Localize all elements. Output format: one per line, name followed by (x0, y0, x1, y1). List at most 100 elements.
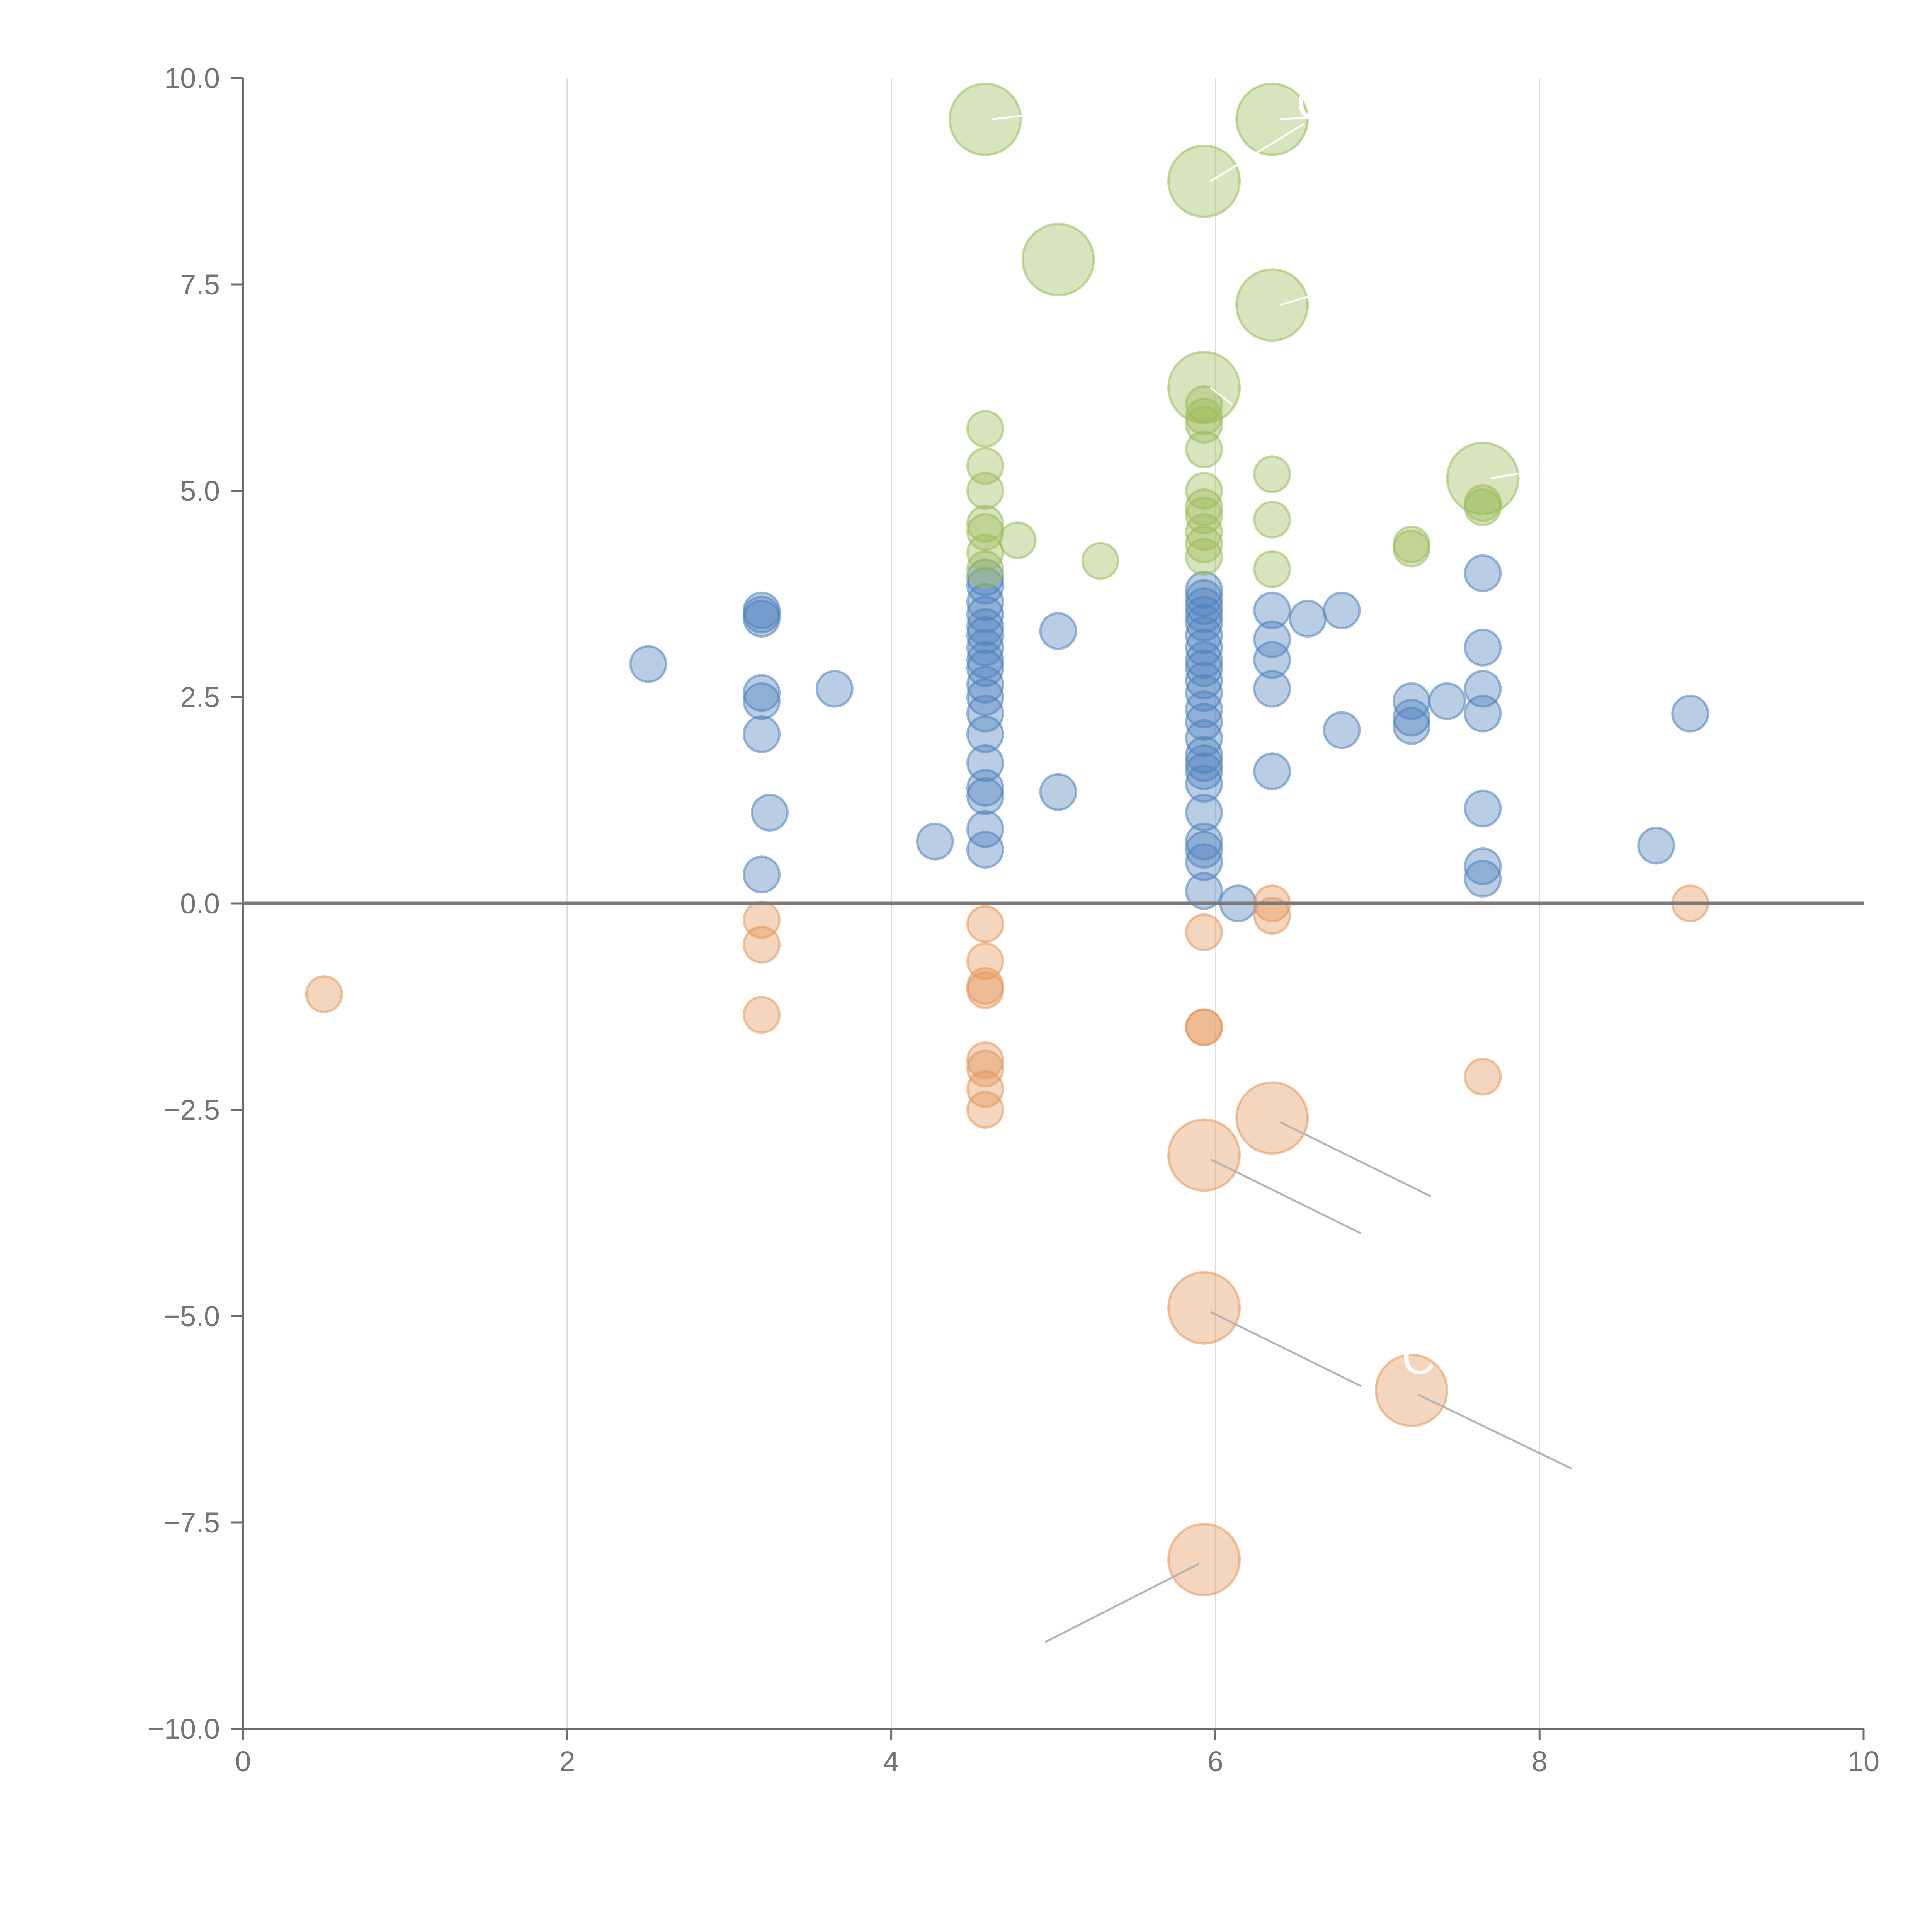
data-point-blue (1464, 628, 1502, 667)
data-point-orange (1464, 1058, 1502, 1096)
data-point-blue (966, 810, 1004, 848)
data-point-blue (1185, 843, 1223, 881)
data-point-blue (1323, 711, 1361, 749)
data-point-blue (1464, 554, 1502, 592)
leader-line (1210, 122, 1305, 182)
data-point-blue (1464, 789, 1502, 828)
data-point-green (966, 550, 1004, 588)
data-point-blue (1039, 773, 1077, 811)
data-point-green (1253, 550, 1291, 588)
data-point-orange (1235, 1081, 1309, 1155)
data-point-blue (1185, 595, 1223, 634)
y-tick-label: 2.5 (180, 681, 220, 713)
data-point-green (966, 410, 1004, 448)
data-point-blue (1253, 620, 1291, 658)
data-point-blue (1039, 612, 1077, 650)
data-point-blue (1671, 694, 1709, 733)
data-point-green (998, 521, 1037, 560)
data-point-blue (966, 777, 1004, 815)
x-tick-label: 8 (1532, 1745, 1548, 1777)
data-point-green (1081, 542, 1119, 580)
data-point-blue (1185, 628, 1223, 667)
data-point-green (966, 472, 1004, 510)
data-point-blue (966, 595, 1004, 634)
data-point-blue (1185, 822, 1223, 861)
data-point-blue (1185, 674, 1223, 712)
data-point-blue (1464, 847, 1502, 885)
data-point-blue (966, 608, 1004, 646)
data-point-blue (743, 674, 781, 712)
data-point-blue (1185, 662, 1223, 700)
leader-line (1280, 1121, 1432, 1197)
data-point-blue (743, 855, 781, 894)
data-point-orange (743, 996, 781, 1034)
data-point-green (1185, 397, 1223, 435)
x-tick-label: 0 (235, 1745, 251, 1777)
leader-line (1044, 1563, 1200, 1643)
x-tick-label: 6 (1208, 1745, 1223, 1777)
data-point-blue (1428, 682, 1466, 720)
y-tick-label: 0.0 (180, 888, 220, 920)
data-point-blue (1185, 831, 1223, 869)
data-point-green (1235, 82, 1309, 156)
data-point-orange (1253, 897, 1291, 935)
data-point-orange (1374, 1354, 1448, 1427)
data-point-blue (966, 649, 1004, 687)
data-point-blue (966, 831, 1004, 869)
data-point-orange (1167, 1271, 1241, 1345)
axes: 0 2 4 6 8 10 −10.0 −7.5 −5.0 −2.5 0.0 2.5 5.0 7.5 10.0 (148, 62, 1879, 1777)
data-point-blue (1253, 752, 1291, 791)
data-point-blue (1185, 765, 1223, 803)
data-point-orange (1185, 913, 1223, 951)
data-point-blue (1185, 744, 1223, 782)
data-point-orange (1167, 1118, 1241, 1192)
data-point-green (1185, 385, 1223, 423)
data-point-orange (743, 925, 781, 964)
leader-line (1280, 296, 1308, 306)
data-point-blue (1323, 591, 1361, 629)
data-point-blue (966, 769, 1004, 807)
data-point-blue (1185, 587, 1223, 626)
leader-line (1210, 387, 1232, 405)
data-point-blue (1185, 690, 1223, 729)
data-point-blue (1464, 694, 1502, 733)
leader-line (1280, 117, 1308, 121)
data-point-blue (1185, 752, 1223, 791)
data-point-blue (1392, 699, 1430, 737)
data-point-orange (966, 1070, 1004, 1108)
data-point-blue (1185, 736, 1223, 774)
data-point-blue (1253, 591, 1291, 629)
data-point-blue (743, 600, 781, 638)
data-point-blue (1253, 670, 1291, 708)
data-point-orange (966, 1091, 1004, 1129)
data-point-orange (966, 1049, 1004, 1088)
data-point-blue (1253, 641, 1291, 679)
leader-line (1210, 1311, 1362, 1387)
data-point-blue (1637, 827, 1675, 865)
data-point-green (1185, 525, 1223, 563)
data-point-blue (1185, 794, 1223, 832)
leader-line (1210, 1158, 1362, 1235)
data-point-orange (305, 975, 343, 1013)
x-tick-label: 4 (883, 1745, 899, 1777)
data-point-blue (1464, 859, 1502, 898)
data-point-green (1446, 441, 1520, 515)
leader-line (1417, 1393, 1573, 1470)
data-point-green (1253, 500, 1291, 539)
data-point-blue (1185, 641, 1223, 679)
annotation-label: C (1296, 78, 1330, 129)
data-point-green (1235, 268, 1309, 342)
leader-line (1490, 469, 1540, 480)
data-point-orange (1167, 1523, 1241, 1597)
leader-lines (992, 114, 1573, 1643)
y-tick-label: −7.5 (163, 1507, 220, 1539)
data-point-blue (1289, 600, 1327, 638)
data-point-blue (751, 794, 789, 832)
data-point-blue (629, 645, 667, 683)
y-tick-label: −10.0 (148, 1713, 220, 1745)
data-point-orange (966, 1041, 1004, 1079)
data-point-green (966, 534, 1004, 572)
data-point-blue (743, 715, 781, 753)
data-point-blue (966, 694, 1004, 733)
data-point-blue (966, 715, 1004, 753)
